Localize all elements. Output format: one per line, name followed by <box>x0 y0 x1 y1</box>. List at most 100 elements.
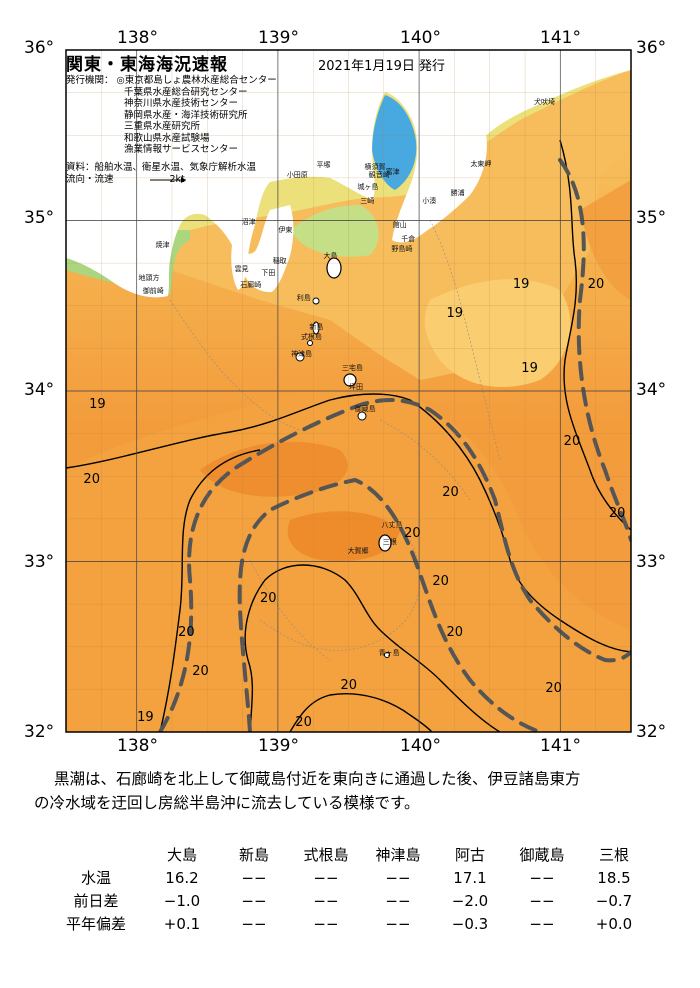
lon-label-bottom-139: 139° <box>258 736 299 756</box>
table-corner <box>46 843 146 866</box>
table-cell: −− <box>313 868 339 887</box>
isotherm-value-label: 20 <box>432 573 449 589</box>
lat-label-right-33: 33° <box>636 552 667 572</box>
place-label: 大島 <box>323 251 338 260</box>
place-label: 石廊崎 <box>240 280 262 289</box>
issuer-line: 千葉県水産総合研究センター <box>124 86 248 98</box>
table-cell: 16.2 <box>165 868 199 887</box>
lon-label-bottom-138: 138° <box>117 736 158 756</box>
summary-line: 黒潮は、石廊崎を北上して御蔵島付近を東向きに通過した後、伊豆諸島東方 <box>54 770 581 788</box>
place-label: 利島 <box>296 294 311 303</box>
lat-label-right-34: 34° <box>636 380 667 400</box>
place-label: 三宅島 <box>341 364 363 373</box>
place-label: 地頭方 <box>138 273 160 282</box>
summary-line: の冷水域を迂回し房総半島沖に流去している模様です。 <box>34 794 420 812</box>
place-label: 犬吠埼 <box>534 98 555 107</box>
table-cell: −− <box>385 868 411 887</box>
place-label: 稲取 <box>272 256 287 265</box>
place-label: 御前崎 <box>142 287 164 296</box>
isotherm-value-label: 19 <box>521 360 538 376</box>
boso-peninsula-land <box>392 130 487 243</box>
place-label: 野島崎 <box>391 244 413 253</box>
isotherm-value-label: 20 <box>192 664 209 680</box>
hot-patch-3 <box>580 180 631 300</box>
table-cell: 18.5 <box>597 868 631 887</box>
issuer-line: 静岡県水産・海洋技術研究所 <box>124 109 248 121</box>
isotherm-value-label: 20 <box>563 434 581 450</box>
table-cell: −− <box>241 914 267 933</box>
tokyo-bay-water <box>372 95 417 190</box>
place-label: 伊東 <box>278 226 293 235</box>
isotherm-value-label: 20 <box>259 591 277 606</box>
data-sources: 資料：船舶水温、衛星水温、気象庁解析水温 流向・流速 2kt <box>66 162 256 185</box>
isotherm-value-label: 19 <box>89 396 106 412</box>
place-label: 式根島 <box>300 333 322 342</box>
isotherm-value-label: 20 <box>83 471 100 487</box>
place-label: 焼津 <box>155 241 170 250</box>
flow-legend-label: 流向・流速 2kt <box>66 174 256 186</box>
column-header: 神津島 <box>375 846 421 864</box>
table-cell: −− <box>241 868 267 887</box>
column-header: 式根島 <box>303 846 349 864</box>
issue-date: 2021年1月19日 発行 <box>318 59 446 74</box>
issuer-line: 発行機関： ◎東京都島しょ農林水産総合センター <box>66 75 277 86</box>
place-label: 新島 <box>309 323 324 332</box>
lon-label-top-140: 140° <box>400 28 441 48</box>
hot-patch-2 <box>287 511 400 562</box>
table-cell: −1.0 <box>163 891 201 910</box>
column-header: 大島 <box>166 846 197 864</box>
issuer-line: 神奈川県水産技術センター <box>124 98 239 109</box>
place-label: 平塚 <box>316 161 331 170</box>
place-label: 御蔵島 <box>354 405 376 414</box>
column-header: 御蔵島 <box>519 846 565 864</box>
table-cell: −2.0 <box>451 891 489 910</box>
table-row: 水温 16.2 −− −− −− 17.1 −− 18.5 <box>46 866 650 889</box>
column-header: 阿古 <box>454 846 485 864</box>
lon-label-bottom-140: 140° <box>400 736 441 756</box>
isotherm-value-label: 19 <box>512 277 530 293</box>
place-label: 坪田 <box>348 382 363 391</box>
temperature-table: 大島 新島 式根島 神津島 阿古 御蔵島 三根 水温 16.2 −− −− −−… <box>46 843 650 935</box>
place-label: 八丈島 <box>381 520 403 529</box>
isotherm-value-label: 19 <box>137 710 154 726</box>
aogashima-island <box>384 652 390 658</box>
issuer-line: 和歌山県水産試験場 <box>124 132 210 144</box>
place-label: 小湊 <box>422 197 437 206</box>
place-label: 横須賀 <box>364 162 386 171</box>
lon-label-bottom-141: 141° <box>540 736 581 756</box>
summary-text: 黒潮は、石廊崎を北上して御蔵島付近を東向きに通過した後、伊豆諸島東方 の冷水域を… <box>34 767 674 815</box>
table-cell: +0.1 <box>163 914 201 933</box>
flow-legend-text: 流向・流速 <box>66 173 114 185</box>
lat-label-left-34: 34° <box>24 380 55 400</box>
table-cell: −− <box>529 891 555 910</box>
place-label: 観音崎 <box>368 171 390 180</box>
issuer-line: 三重県水産研究所 <box>124 121 201 132</box>
isotherm-value-label: 20 <box>295 715 312 731</box>
toshima-island <box>312 297 320 305</box>
sagami-bay-zone <box>290 205 379 257</box>
isotherm-value-label: 20 <box>608 505 626 521</box>
place-label: 勝浦 <box>450 188 465 197</box>
isotherm-value-label: 20 <box>587 277 605 293</box>
place-label: 三崎 <box>360 197 375 206</box>
shikinejima-island <box>307 340 313 346</box>
issuing-agencies: 発行機関： ◎東京都島しょ農林水産総合センター 千葉県水産総合研究センター 神奈… <box>66 75 277 156</box>
lat-label-left-35: 35° <box>24 208 55 228</box>
kozushima-island <box>295 352 305 362</box>
place-label: 下田 <box>261 268 276 277</box>
row-label: 前日差 <box>73 892 119 910</box>
table-cell: −0.7 <box>595 891 633 910</box>
lon-label-top-139: 139° <box>258 28 299 48</box>
table-cell: +0.0 <box>595 914 633 933</box>
hachijojima-island <box>378 534 392 552</box>
issuer-line: 漁業情報サービスセンター <box>124 144 239 155</box>
column-header: 三根 <box>598 846 629 864</box>
place-label: 沼津 <box>241 217 256 226</box>
table-cell: −− <box>385 891 411 910</box>
map-title: 関東・東海海況速報 <box>66 55 228 75</box>
oshima-island <box>326 257 342 279</box>
row-label: 水温 <box>80 869 111 887</box>
table-row: 前日差 −1.0 −− −− −− −2.0 −− −0.7 <box>46 889 650 912</box>
flow-legend-arrowhead <box>181 177 186 183</box>
isotherm-value-label: 20 <box>442 485 459 501</box>
